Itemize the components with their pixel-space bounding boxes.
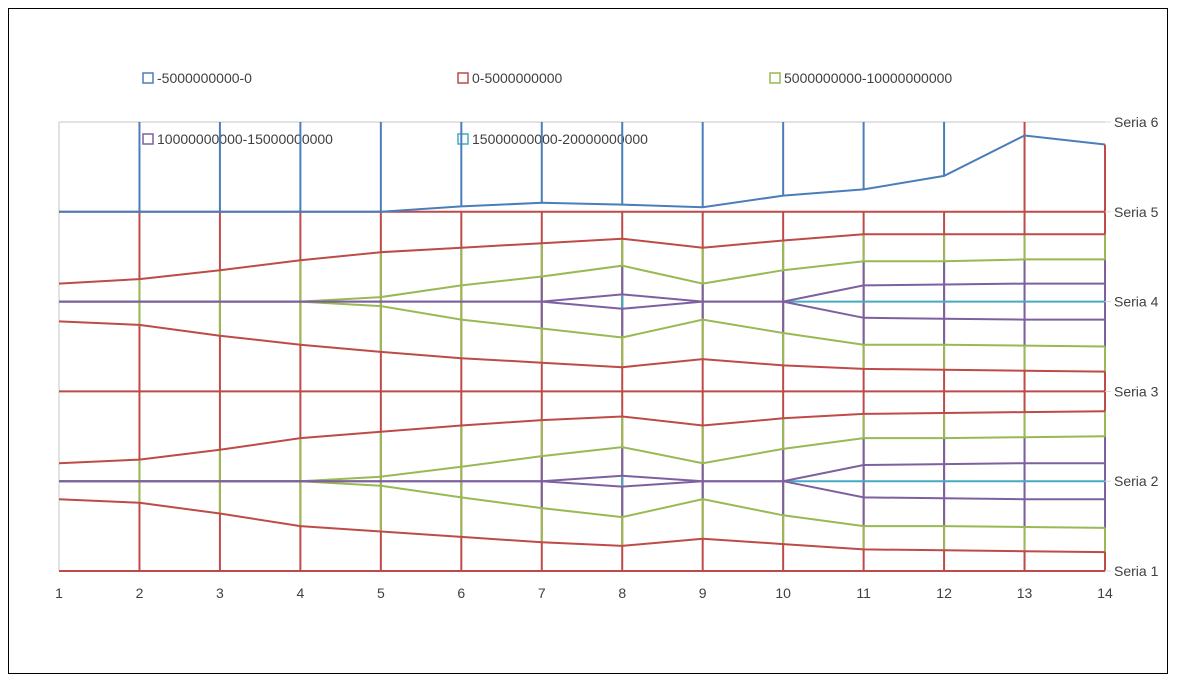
series-axis-labels: Seria 1 Seria 2 Seria 3 Seria 4 Seria 5 Seria… xyxy=(1105,114,1159,579)
x-tick-label: 14 xyxy=(1097,585,1113,601)
x-tick-label: 4 xyxy=(296,585,304,601)
x-axis-tick-labels: 1 2 3 4 5 6 7 8 9 10 11 12 13 14 xyxy=(55,585,1113,601)
band-boundary-line xyxy=(59,480,1106,529)
band-boundary-line xyxy=(58,320,1106,373)
band-boundary-line xyxy=(59,282,1105,303)
x-tick-label: 6 xyxy=(457,585,465,601)
chart-frame xyxy=(8,8,1168,674)
band-boundary-line xyxy=(59,435,1106,483)
legend-swatch xyxy=(457,72,469,84)
x-tick-label: 2 xyxy=(136,585,144,601)
band-boundary-line xyxy=(59,300,1105,321)
band-boundary-line xyxy=(59,258,1105,303)
band-boundary-line xyxy=(59,134,1106,213)
series-label: Seria 5 xyxy=(1114,204,1159,220)
legend-label: 5000000000-10000000000 xyxy=(784,70,952,86)
legend-label: 10000000000-15000000000 xyxy=(157,131,333,147)
x-tick-label: 3 xyxy=(216,585,224,601)
band-boundary-line xyxy=(58,498,1106,554)
series-label: Seria 3 xyxy=(1114,383,1159,399)
plot-area xyxy=(58,121,1105,571)
vertical-grid-lines xyxy=(138,122,1106,571)
legend-swatch xyxy=(769,72,781,84)
x-tick-label: 5 xyxy=(377,585,385,601)
x-tick-label: 12 xyxy=(936,585,952,601)
series-label: Seria 2 xyxy=(1114,473,1159,489)
band-boundary-line xyxy=(59,480,1105,501)
x-tick-label: 10 xyxy=(775,585,791,601)
legend-swatch xyxy=(142,72,154,84)
band-boundary-line xyxy=(59,462,1105,483)
flat-band-lines xyxy=(59,210,1105,572)
series-label: Seria 1 xyxy=(1114,563,1159,579)
legend-label: 0-5000000000 xyxy=(472,70,563,86)
series-label: Seria 4 xyxy=(1114,294,1159,310)
series-label: Seria 6 xyxy=(1114,114,1159,130)
legend-label: -5000000000-0 xyxy=(157,70,252,86)
x-tick-label: 1 xyxy=(55,585,63,601)
legend-swatch xyxy=(142,133,154,145)
legend-swatch xyxy=(457,133,469,145)
band-boundary-line xyxy=(59,300,1106,348)
x-tick-label: 11 xyxy=(856,585,871,601)
band-boundaries xyxy=(58,134,1106,554)
legend: -5000000000-0 0-5000000000 5000000000-1000… xyxy=(142,70,952,147)
band-boundary-line xyxy=(58,410,1106,465)
x-tick-label: 9 xyxy=(699,585,707,601)
legend-label: 15000000000-20000000000 xyxy=(472,131,648,147)
x-tick-label: 7 xyxy=(538,585,546,601)
x-tick-label: 13 xyxy=(1017,585,1033,601)
band-boundary-line xyxy=(58,233,1105,285)
x-tick-label: 8 xyxy=(618,585,626,601)
